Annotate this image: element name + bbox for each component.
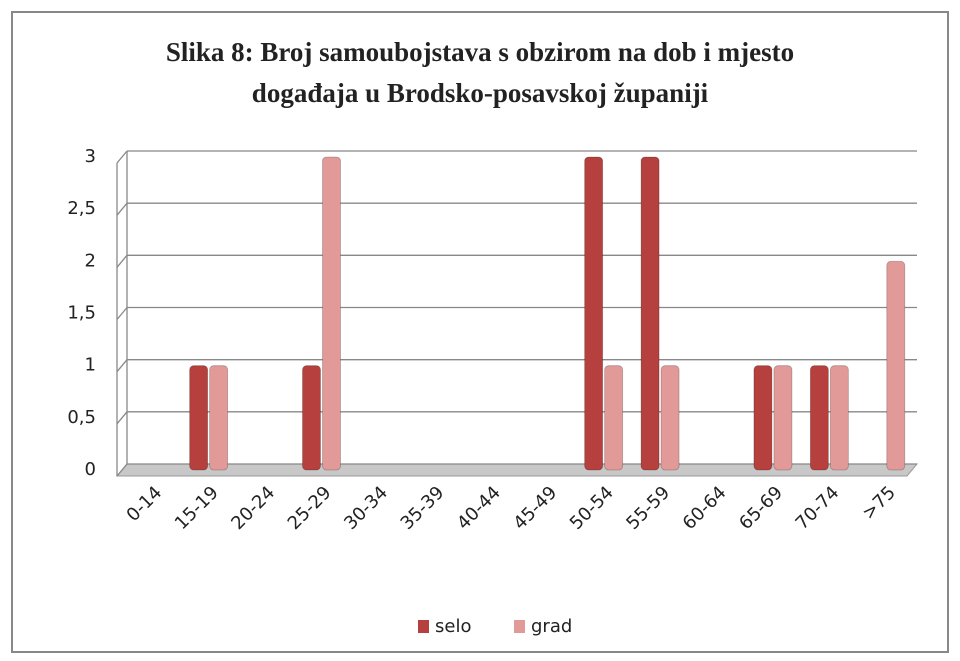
bar [189, 365, 209, 471]
y-tick-label: 0,5 [67, 407, 96, 428]
chart-frame [11, 11, 949, 653]
legend-swatch [418, 620, 429, 633]
grid-line [116, 359, 128, 373]
chart-title: Slika 8: Broj samoubojstava s obzirom na… [166, 37, 794, 67]
bar [809, 365, 829, 471]
y-tick-label: 2,5 [67, 198, 96, 219]
grid-line [116, 150, 128, 164]
legend-swatch [514, 620, 525, 633]
bar [302, 365, 321, 471]
bar [584, 156, 604, 471]
legend-label: selo [435, 616, 471, 637]
grid-line [116, 307, 128, 320]
bar [322, 156, 341, 471]
y-tick-label: 1,5 [67, 303, 96, 324]
bar [209, 365, 229, 471]
floor [115, 463, 919, 477]
bar [773, 365, 793, 471]
y-tick-label: 2 [85, 250, 96, 271]
bar [660, 365, 680, 471]
bar [829, 365, 849, 471]
grid-line [116, 411, 128, 425]
y-tick-label: 0 [85, 459, 96, 480]
chart-title: događaja u Brodsko-posavskoj županiji [252, 78, 709, 108]
y-tick-label: 1 [85, 355, 96, 376]
bar [886, 260, 906, 471]
grid-line [116, 202, 128, 216]
grid-line [116, 463, 128, 477]
bar [640, 156, 660, 471]
bar [604, 365, 624, 471]
y-tick-label: 3 [85, 146, 96, 167]
legend-label: grad [531, 616, 572, 637]
bar [753, 365, 773, 471]
grid-line [116, 254, 128, 268]
